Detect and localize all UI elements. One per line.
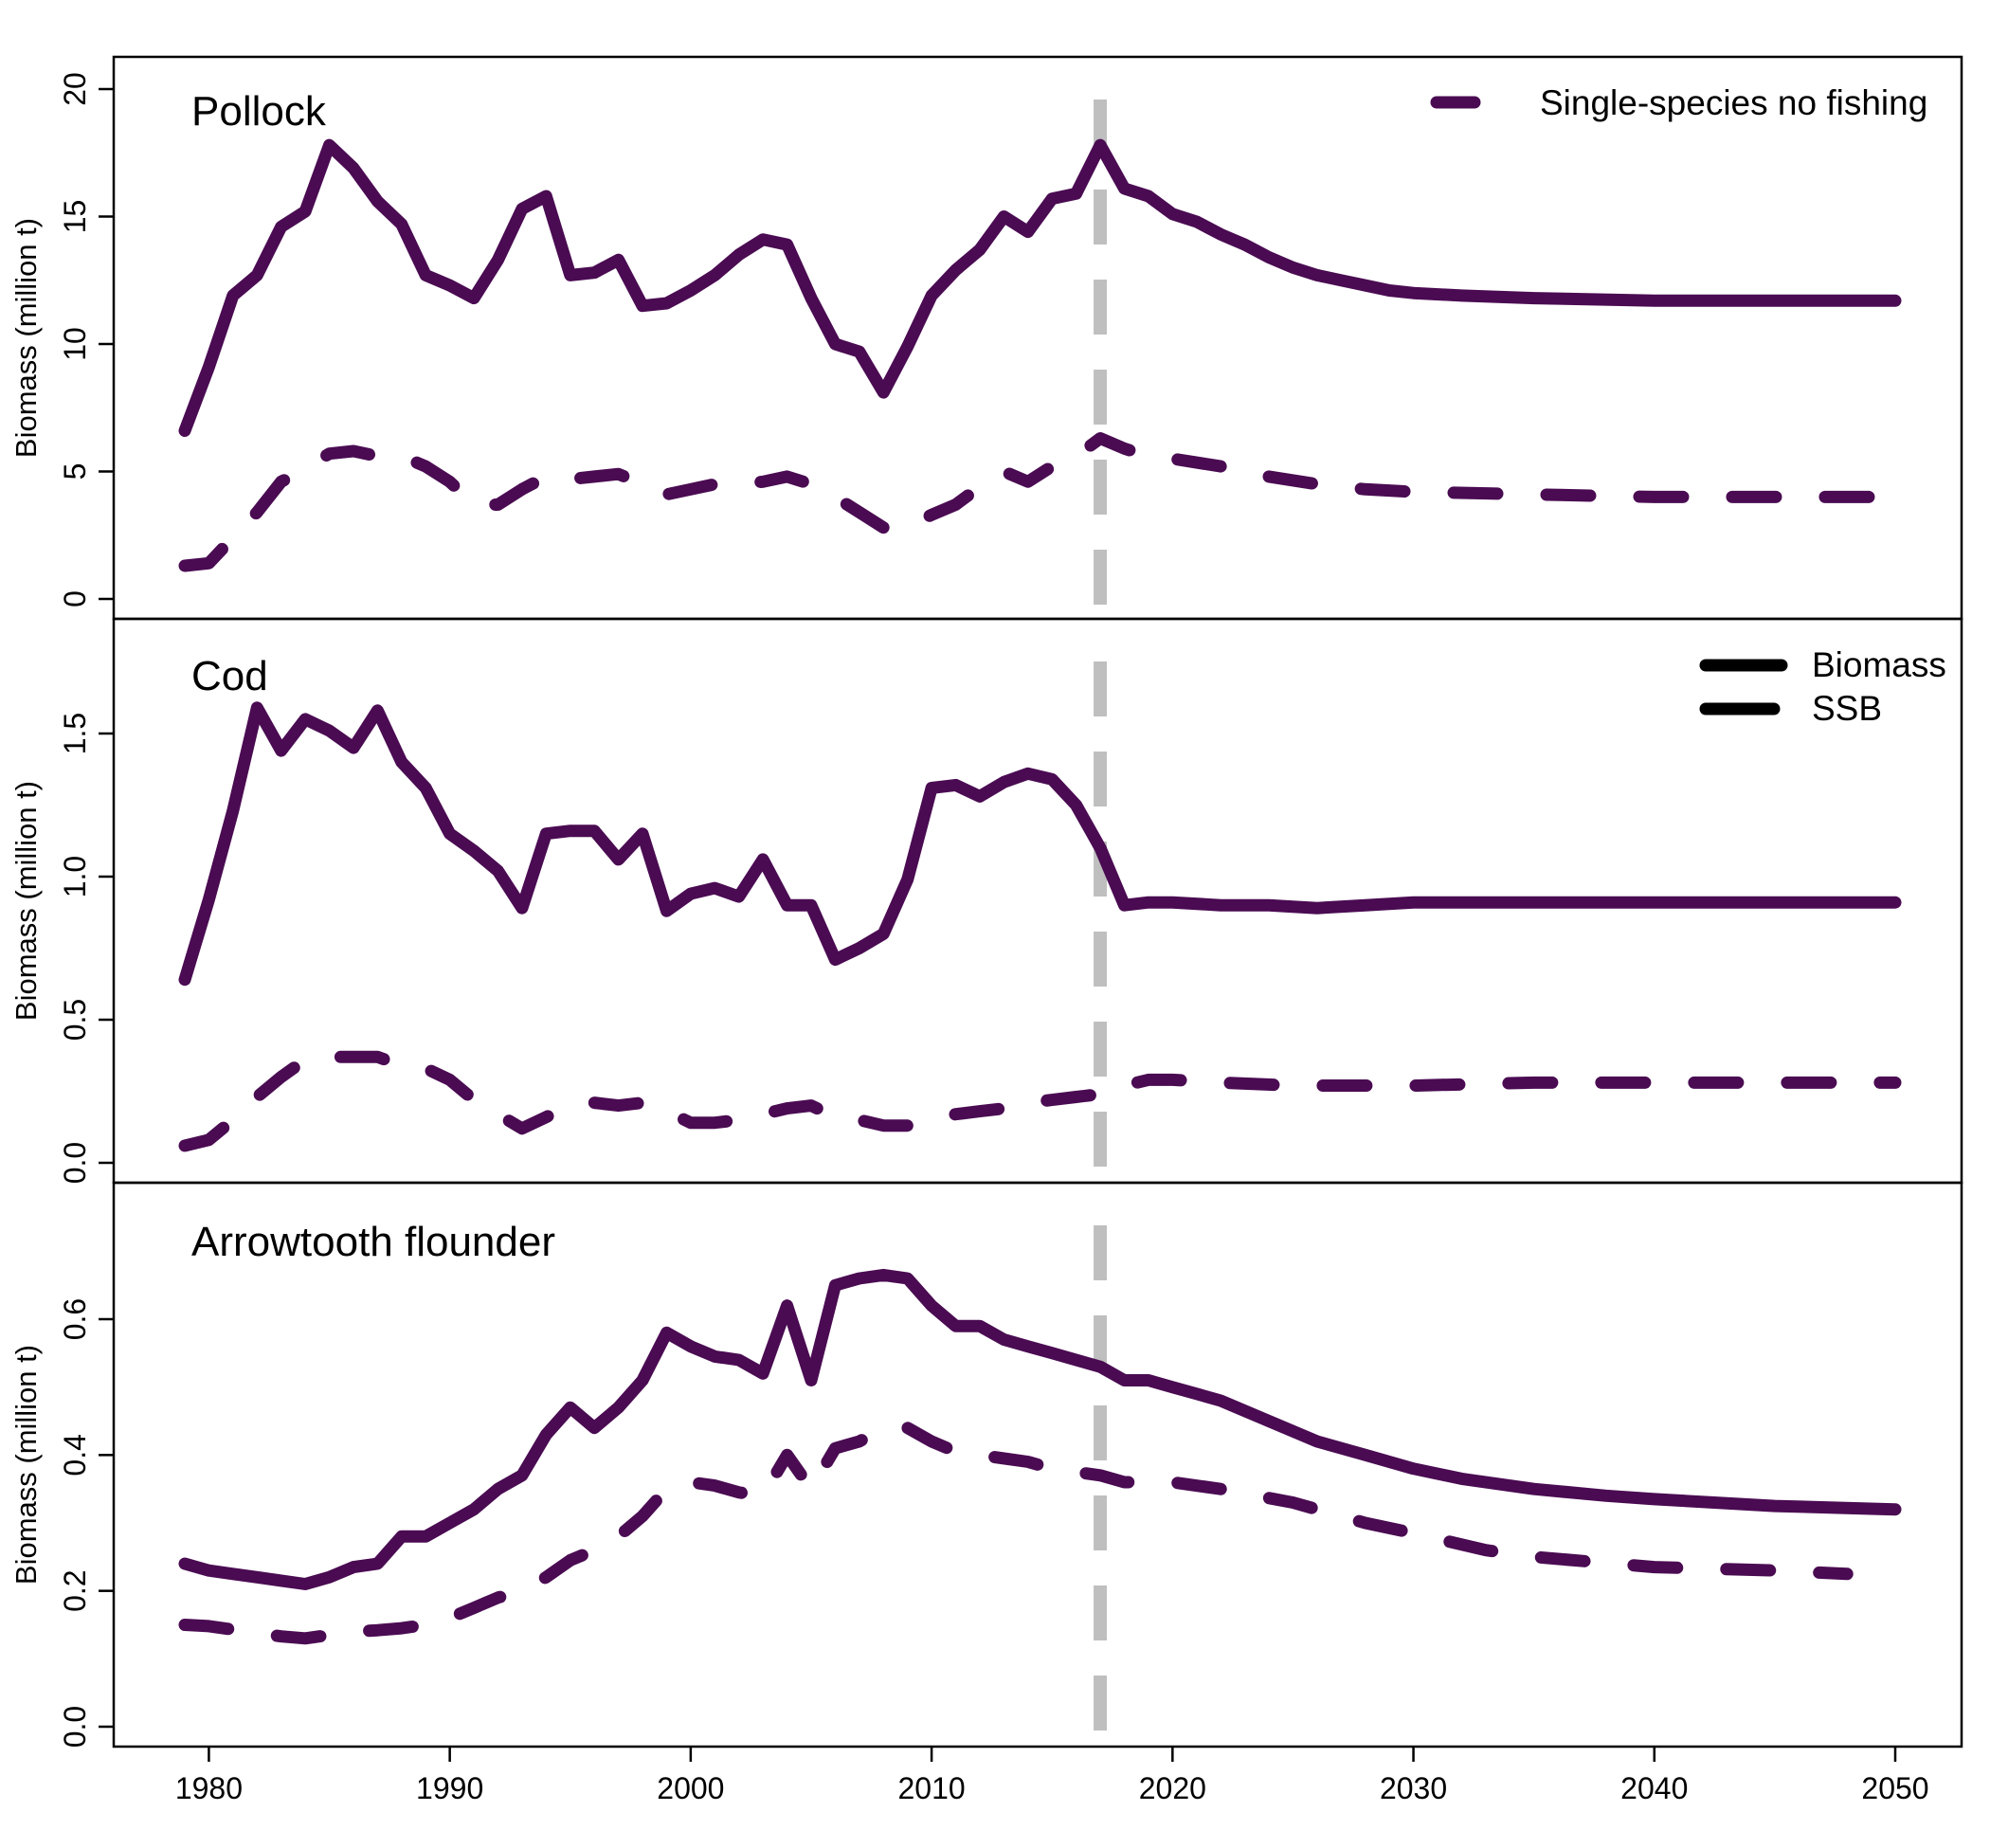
y-tick-label: 0.2 [58, 1569, 92, 1611]
y-tick-label: 15 [58, 200, 92, 234]
cod-panel: 0.0 0.5 1.0 1.5 Biomass (million t) Cod [9, 617, 1963, 1185]
x-tick-label: 2030 [1380, 1771, 1447, 1805]
x-tick-label: 2020 [1139, 1771, 1206, 1805]
ssb-line [178, 1050, 1902, 1152]
arrowtooth-panel-label: Arrowtooth flounder [191, 1219, 555, 1265]
x-tick-label: 2000 [657, 1771, 724, 1805]
legend-top: Single-species no fishing [1430, 83, 1927, 122]
y-tick-label: 0.6 [58, 1298, 92, 1340]
ssb-line [178, 1422, 1854, 1645]
y-axis-title: Biomass (million t) [9, 1345, 43, 1585]
pollock-panel-label: Pollock [191, 88, 327, 135]
y-axis-title: Biomass (million t) [9, 781, 43, 1021]
x-tick-label: 2050 [1861, 1771, 1928, 1805]
ssb-line [178, 432, 1902, 572]
x-tick-label: 2040 [1620, 1771, 1688, 1805]
y-tick-label: 1.5 [58, 713, 92, 754]
biomass-line [178, 138, 1902, 437]
biomass-line [178, 701, 1902, 987]
panel-frame [112, 1181, 1963, 1748]
y-tick-label: 0.0 [58, 1142, 92, 1184]
legend-middle: Biomass SSB [1699, 645, 1946, 728]
y-tick-label: 0.0 [58, 1706, 92, 1748]
biomass-line [178, 1268, 1902, 1590]
y-tick-label: 1.0 [58, 856, 92, 897]
x-tick-label: 1980 [175, 1771, 243, 1805]
legend-ssb-label: SSB [1812, 689, 1882, 728]
x-tick-label: 2010 [898, 1771, 966, 1805]
arrowtooth-panel: 0.0 0.2 0.4 0.6 Biomass (million t) 1980 1990 2… [9, 1181, 1963, 1805]
cod-panel-label: Cod [191, 653, 268, 699]
y-tick-label: 10 [58, 327, 92, 361]
x-tick-label: 1990 [416, 1771, 483, 1805]
y-axis-title: Biomass (million t) [9, 218, 43, 458]
pollock-panel: 0 5 10 15 20 Biomass (million t) Pollock [9, 55, 1963, 621]
y-tick-label: 20 [58, 72, 92, 106]
y-tick-label: 5 [58, 463, 92, 480]
y-tick-label: 0.5 [58, 999, 92, 1041]
legend-biomass-label: Biomass [1812, 645, 1946, 684]
y-tick-label: 0 [58, 590, 92, 607]
legend-top-label: Single-species no fishing [1540, 83, 1927, 122]
y-tick-label: 0.4 [58, 1434, 92, 1476]
